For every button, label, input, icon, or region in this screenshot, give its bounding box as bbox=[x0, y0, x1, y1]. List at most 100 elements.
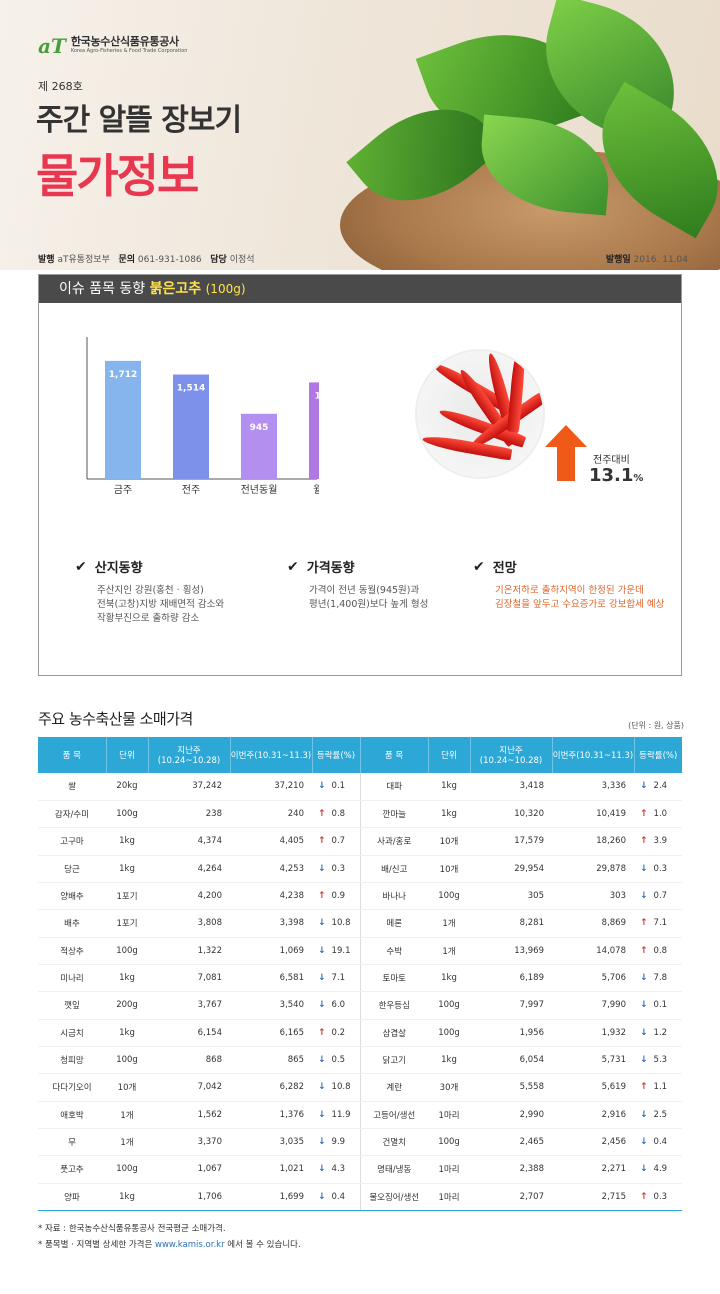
change-rate-cell: ↓ 0.4 bbox=[312, 1183, 361, 1212]
item-name-cell: 풋고추 bbox=[38, 1155, 106, 1184]
table-header-cell: 단위 bbox=[106, 737, 149, 773]
prev-price-cell: 17,579 bbox=[470, 827, 552, 856]
table-row: 당근 1kg 4,264 4,253 ↓ 0.3 배/신고 10개 29,954 29,878 ↓ 0… bbox=[38, 855, 682, 883]
prev-price-cell: 3,418 bbox=[470, 773, 552, 801]
table-row: 깻잎 200g 3,767 3,540 ↓ 6.0 한우등심 100g 7,997 7,990 ↓ 0… bbox=[38, 991, 682, 1020]
arrow-down-icon: ↓ bbox=[640, 1000, 648, 1011]
arrow-down-icon: ↓ bbox=[640, 1055, 648, 1066]
bar-category-label: 전주 bbox=[182, 484, 200, 496]
change-rate-cell: ↓ 4.9 bbox=[634, 1155, 682, 1184]
item-name-cell: 배/신고 bbox=[360, 855, 428, 883]
prev-price-cell: 4,374 bbox=[148, 827, 230, 856]
prev-price-cell: 6,054 bbox=[470, 1046, 552, 1075]
item-name-cell: 다다기오이 bbox=[38, 1073, 106, 1102]
change-value: 13.1% bbox=[589, 465, 644, 486]
cur-price-cell: 5,619 bbox=[552, 1073, 634, 1102]
item-name-cell: 사과/홍로 bbox=[360, 827, 428, 856]
arrow-down-icon: ↓ bbox=[640, 973, 648, 984]
prev-price-cell: 5,558 bbox=[470, 1073, 552, 1102]
prev-price-cell: 3,808 bbox=[148, 909, 230, 938]
change-rate-cell: ↓ 7.8 bbox=[634, 964, 682, 993]
item-name-cell: 계란 bbox=[360, 1073, 428, 1102]
retail-price-table: 품 목 단위 지난주(10.24~10.28) 이번주(10.31~11.3) 등락률(… bbox=[38, 737, 682, 1212]
change-rate-cell: ↓ 2.4 bbox=[634, 773, 682, 801]
bar-value-label: 945 bbox=[250, 423, 269, 433]
cur-price-cell: 1,376 bbox=[230, 1101, 312, 1129]
prev-price-cell: 4,200 bbox=[148, 882, 230, 911]
item-unit-cell: 20kg bbox=[106, 773, 148, 801]
item-unit-cell: 100g bbox=[106, 937, 148, 965]
item-name-cell: 당근 bbox=[38, 855, 106, 883]
cur-price-cell: 8,869 bbox=[552, 909, 634, 938]
cur-price-cell: 18,260 bbox=[552, 827, 634, 856]
item-name-cell: 토마토 bbox=[360, 964, 428, 993]
cur-price-cell: 3,336 bbox=[552, 773, 634, 801]
item-name-cell: 고등어/생선 bbox=[360, 1101, 428, 1129]
at-logo: aT 한국농수산식품유통공사 Korea Agro-Fisheries & Fo… bbox=[38, 35, 187, 57]
change-rate-cell: ↓ 0.4 bbox=[634, 1128, 682, 1157]
cur-price-cell: 14,078 bbox=[552, 937, 634, 965]
cur-price-cell: 1,932 bbox=[552, 1019, 634, 1047]
arrow-down-icon: ↓ bbox=[640, 1137, 648, 1148]
prev-price-cell: 6,154 bbox=[148, 1019, 230, 1047]
item-name-cell: 건멸치 bbox=[360, 1128, 428, 1157]
page-subtitle: 물가정보 bbox=[36, 149, 199, 203]
cur-price-cell: 4,253 bbox=[230, 855, 312, 883]
change-rate-value: 10.8 bbox=[331, 1082, 351, 1093]
prev-price-cell: 8,281 bbox=[470, 909, 552, 938]
change-rate-cell: ↑ 0.2 bbox=[312, 1019, 361, 1047]
cur-price-cell: 5,731 bbox=[552, 1046, 634, 1075]
change-rate-cell: ↓ 0.1 bbox=[634, 991, 682, 1020]
cur-price-cell: 2,916 bbox=[552, 1101, 634, 1129]
item-unit-cell: 1개 bbox=[106, 1101, 148, 1129]
prev-price-cell: 7,997 bbox=[470, 991, 552, 1020]
item-unit-cell: 100g bbox=[428, 882, 470, 911]
arrow-down-icon: ↓ bbox=[640, 781, 648, 792]
item-unit-cell: 1kg bbox=[106, 964, 148, 993]
change-rate-cell: ↑ 0.7 bbox=[312, 827, 361, 856]
change-rate-value: 2.5 bbox=[653, 1109, 668, 1120]
footnote-kamis: * 품목별 · 지역별 상세한 가격은 www.kamis.or.kr 에서 볼… bbox=[38, 1240, 301, 1250]
table-row: 적상추 100g 1,322 1,069 ↓ 19.1 수박 1개 13,969 14,078 ↑ 0… bbox=[38, 937, 682, 965]
arrow-down-icon: ↓ bbox=[318, 1000, 326, 1011]
bar-2 bbox=[241, 413, 277, 479]
table-row: 양파 1kg 1,706 1,699 ↓ 0.4 물오징어/생선 1마리 2,707 2,715 ↑… bbox=[38, 1183, 682, 1212]
item-name-cell: 애호박 bbox=[38, 1101, 106, 1129]
item-name-cell: 무 bbox=[38, 1128, 106, 1157]
item-name-cell: 시금치 bbox=[38, 1019, 106, 1047]
change-rate-value: 0.1 bbox=[331, 781, 346, 792]
change-rate-value: 0.3 bbox=[653, 1191, 668, 1202]
bar-value-label: 1,514 bbox=[177, 384, 205, 394]
page-title: 주간 알뜰 장보기 bbox=[36, 103, 242, 138]
table-row: 다다기오이 10개 7,042 6,282 ↓ 10.8 계란 30개 5,558 5,619 ↑ 1… bbox=[38, 1073, 682, 1102]
item-unit-cell: 100g bbox=[428, 1019, 470, 1047]
arrow-down-icon: ↓ bbox=[318, 945, 326, 956]
logo-korean-name: 한국농수산식품유통공사 bbox=[70, 35, 179, 48]
item-name-cell: 메론 bbox=[360, 909, 428, 938]
arrow-up-icon: ↑ bbox=[318, 836, 326, 847]
kamis-link[interactable]: www.kamis.or.kr bbox=[155, 1240, 225, 1250]
item-unit-cell: 1kg bbox=[106, 1183, 148, 1212]
arrow-down-icon: ↓ bbox=[318, 973, 326, 984]
arrow-down-icon: ↓ bbox=[640, 891, 648, 902]
item-unit-cell: 1마리 bbox=[428, 1183, 470, 1212]
issue-item-unit: (100g) bbox=[205, 282, 246, 296]
change-rate-value: 7.1 bbox=[653, 918, 668, 929]
change-rate-cell: ↑ 1.0 bbox=[634, 800, 682, 829]
item-name-cell: 깻잎 bbox=[38, 991, 106, 1020]
change-rate-value: 0.8 bbox=[331, 809, 346, 820]
change-rate-value: 1.2 bbox=[653, 1027, 668, 1038]
price-section-title: 주요 농수축산물 소매가격 bbox=[38, 710, 193, 728]
change-rate-cell: ↑ 0.8 bbox=[312, 800, 361, 829]
arrow-down-icon: ↓ bbox=[640, 863, 648, 874]
prev-price-cell: 238 bbox=[148, 800, 230, 829]
cur-price-cell: 6,581 bbox=[230, 964, 312, 993]
change-rate-value: 6.0 bbox=[331, 1000, 346, 1011]
prev-price-cell: 7,042 bbox=[148, 1073, 230, 1102]
cur-price-cell: 6,282 bbox=[230, 1073, 312, 1102]
item-unit-cell: 1kg bbox=[428, 964, 470, 993]
change-rate-cell: ↓ 1.2 bbox=[634, 1019, 682, 1047]
table-row: 양배추 1포기 4,200 4,238 ↑ 0.9 바나나 100g 305 303 ↓ 0.7 bbox=[38, 882, 682, 911]
item-name-cell: 바나나 bbox=[360, 882, 428, 911]
change-rate-cell: ↑ 1.1 bbox=[634, 1073, 682, 1102]
